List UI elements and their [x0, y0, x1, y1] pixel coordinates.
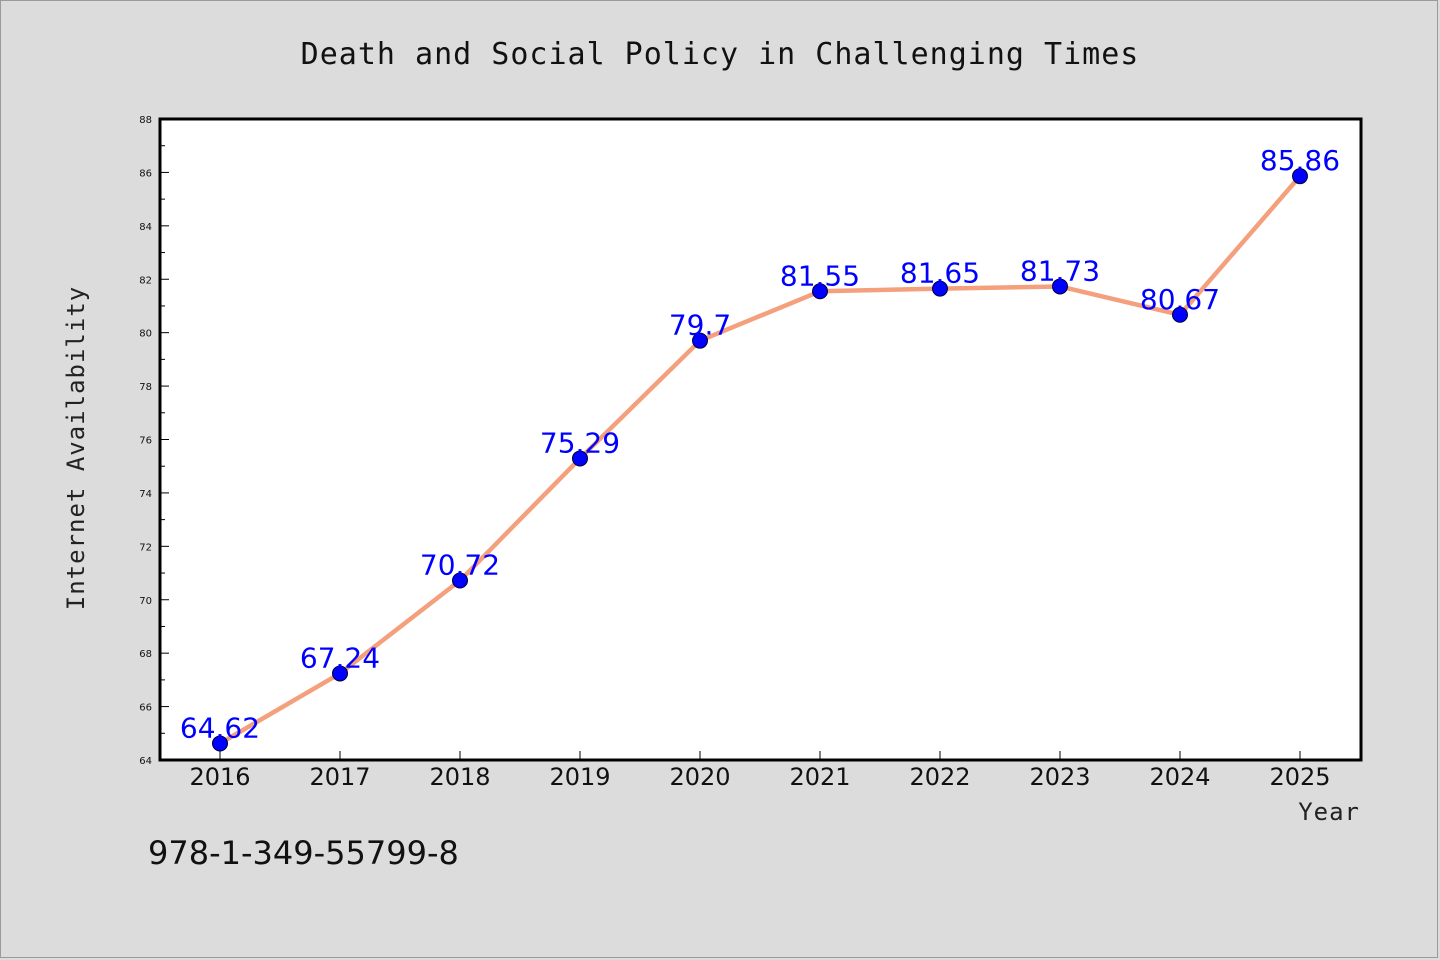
x-axis-ticks: 2016 2017 2018 2019 2020 2021 2022 2023 2024 2025	[189, 751, 1331, 791]
y-tick-label: 68	[139, 649, 152, 660]
data-label: 79.7	[669, 309, 731, 342]
x-tick-label: 2020	[669, 763, 730, 791]
y-axis-ticks: 64 66 68 70 72 74 76 78 80 82 84 86 88	[139, 115, 169, 767]
x-tick-label: 2025	[1269, 763, 1330, 791]
y-tick-label: 78	[139, 382, 152, 393]
series-line	[217, 173, 1303, 746]
data-label: 75.29	[540, 426, 620, 459]
data-point	[932, 280, 948, 297]
data-point	[452, 572, 468, 589]
plot-area	[158, 117, 1363, 762]
data-label: 81.73	[1020, 254, 1100, 287]
data-label: 81.65	[900, 257, 980, 290]
y-axis-label: Internet Availability	[62, 286, 90, 610]
x-axis-label: Year	[1298, 798, 1360, 826]
y-tick-label: 88	[139, 115, 152, 126]
y-tick-label: 70	[139, 596, 152, 607]
data-label: 70.72	[420, 549, 500, 582]
y-tick-label: 74	[139, 489, 152, 500]
data-point	[212, 735, 228, 752]
x-tick-label: 2016	[189, 763, 250, 791]
y-tick-label: 72	[139, 542, 152, 553]
data-label: 81.55	[780, 259, 860, 292]
x-tick-label: 2022	[909, 763, 970, 791]
data-label: 67.24	[300, 641, 380, 674]
data-point	[1292, 168, 1308, 185]
chart-title: Death and Social Policy in Challenging T…	[301, 37, 1140, 72]
y-tick-label: 84	[139, 222, 152, 233]
x-tick-label: 2019	[549, 763, 610, 791]
isbn-footnote: 978-1-349-55799-8	[148, 834, 459, 872]
data-label: 64.62	[180, 711, 260, 744]
x-tick-label: 2017	[309, 763, 370, 791]
y-tick-label: 64	[139, 756, 152, 767]
data-point	[692, 332, 708, 349]
y-tick-label: 66	[139, 703, 152, 714]
x-tick-label: 2018	[429, 763, 490, 791]
y-tick-label: 76	[139, 436, 152, 447]
data-labels: 64.62 67.24 70.72 75.29 79.7 81.55 81.65 81.73 8…	[180, 144, 1340, 744]
data-point	[332, 665, 348, 682]
data-point	[1172, 306, 1188, 323]
series-layer	[212, 168, 1308, 752]
data-label: 80.67	[1140, 283, 1220, 316]
data-point	[812, 283, 828, 300]
x-tick-label: 2023	[1029, 763, 1090, 791]
x-tick-label: 2024	[1149, 763, 1210, 791]
data-point	[572, 450, 588, 467]
y-tick-label: 86	[139, 168, 152, 179]
data-point	[1052, 278, 1068, 295]
x-tick-label: 2021	[789, 763, 850, 791]
y-tick-label: 82	[139, 275, 152, 286]
y-tick-label: 80	[139, 329, 152, 340]
data-label: 85.86	[1260, 144, 1340, 177]
